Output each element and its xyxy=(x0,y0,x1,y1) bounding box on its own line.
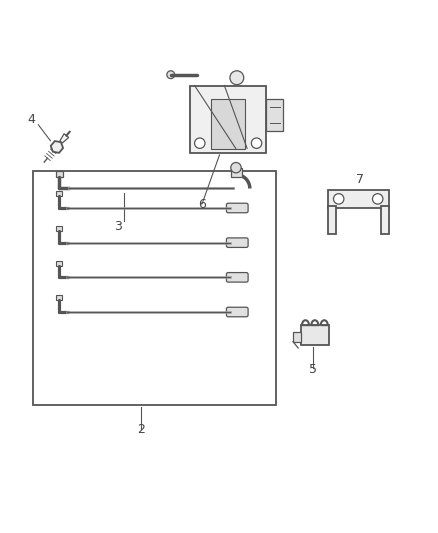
Circle shape xyxy=(333,193,343,204)
Circle shape xyxy=(194,138,205,148)
FancyBboxPatch shape xyxy=(226,272,247,282)
FancyBboxPatch shape xyxy=(226,238,247,247)
Circle shape xyxy=(230,163,240,173)
Text: 7: 7 xyxy=(356,173,364,186)
Bar xyxy=(300,325,328,344)
Text: 5: 5 xyxy=(308,362,316,376)
Circle shape xyxy=(251,138,261,148)
Bar xyxy=(211,99,245,149)
Bar xyxy=(380,206,388,234)
Bar xyxy=(292,332,300,342)
Bar xyxy=(56,171,63,177)
Bar xyxy=(265,99,283,131)
Circle shape xyxy=(166,71,174,78)
Bar xyxy=(56,226,62,231)
Bar xyxy=(56,295,62,301)
Bar xyxy=(56,261,62,266)
Bar xyxy=(230,168,241,177)
Bar xyxy=(56,191,62,197)
Bar xyxy=(33,171,275,405)
FancyBboxPatch shape xyxy=(226,203,247,213)
Text: 2: 2 xyxy=(137,423,145,437)
Text: 3: 3 xyxy=(113,220,121,233)
Bar xyxy=(190,85,265,153)
Polygon shape xyxy=(51,141,63,153)
Circle shape xyxy=(230,71,243,85)
FancyBboxPatch shape xyxy=(226,307,247,317)
Text: 4: 4 xyxy=(27,114,35,126)
Polygon shape xyxy=(60,134,69,143)
Bar xyxy=(327,206,335,234)
Text: 6: 6 xyxy=(198,198,205,211)
Bar xyxy=(327,190,388,208)
Circle shape xyxy=(372,193,382,204)
